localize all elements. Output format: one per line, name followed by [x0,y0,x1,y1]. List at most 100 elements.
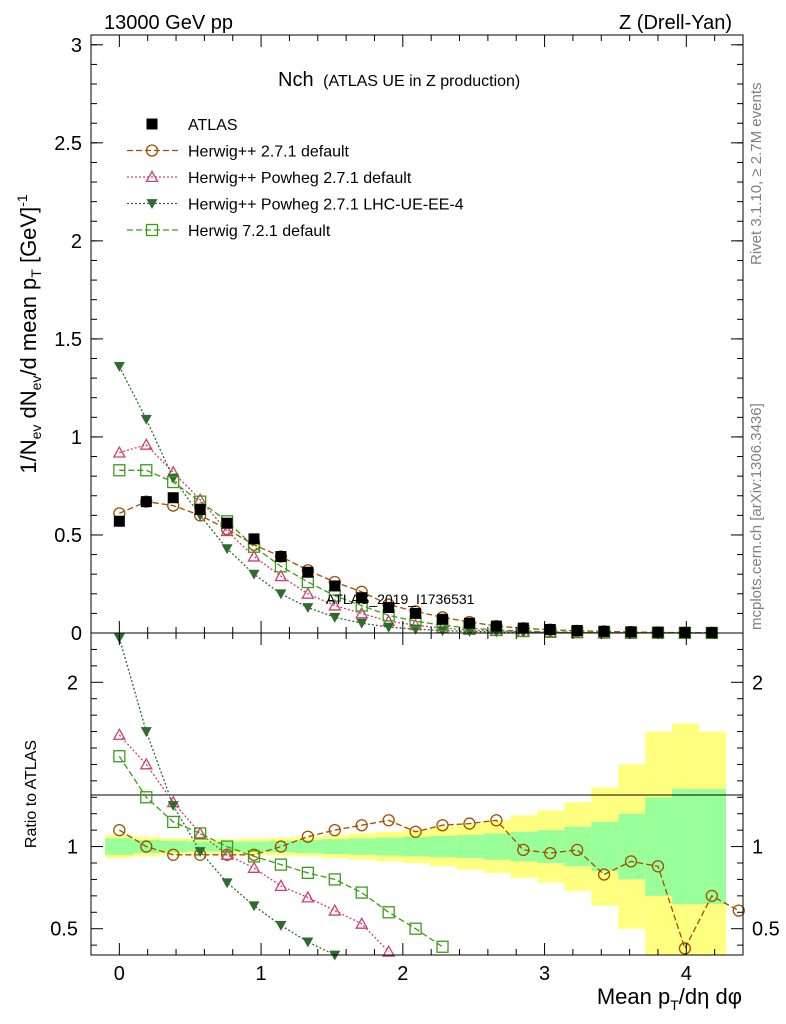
data-point [625,626,637,638]
rivet-label: Rivet 3.1.10, ≥ 2.7M events [748,83,765,266]
series-3 [113,750,449,953]
plot-title-main: Nch [278,69,314,91]
data-point [463,627,475,637]
series-4 [113,492,718,639]
legend: ATLAS Herwig++ 2.7.1 default Herwig++ Powh… [127,117,464,240]
legend-label: Herwig 7.2.1 default [188,223,331,240]
data-point [302,566,314,578]
data-point [248,533,260,545]
band-inner [429,835,457,858]
data-point [544,623,556,635]
header-left: 13000 GeV pp [104,12,233,34]
data-point [302,937,314,948]
legend-entry: Herwig 7.2.1 default [127,223,331,240]
series-line [118,637,336,956]
data-point [301,586,315,599]
band-inner [322,839,349,854]
data-point [355,819,368,832]
data-point [651,860,665,873]
data-point [247,861,261,873]
data-point [356,592,368,604]
band-inner [268,840,296,853]
series-1 [112,437,719,639]
y-tick-label: 2 [752,672,763,694]
band-inner [105,838,134,855]
data-point [139,757,153,770]
band-inner [187,841,215,852]
x-tick-label: 2 [397,963,408,985]
x-tick-label: 1 [256,963,267,985]
legend-marker [145,223,159,237]
data-point [328,598,342,611]
main-panel: 0 0.5 1 1.5 2 2.5 3 Nch (ATLAS UE in Z product… [14,34,744,645]
data-point [248,569,260,580]
legend-entry: Herwig++ 2.7.1 default [127,144,350,161]
data-point [301,866,315,880]
data-point [436,940,449,953]
main-y-ticks: 0 0.5 1 1.5 2 2.5 3 [54,35,743,645]
data-point [139,437,153,450]
data-point [383,622,395,633]
series-2 [113,633,341,961]
data-point [705,889,718,903]
data-point [301,890,315,903]
data-point [409,825,422,838]
data-point [382,814,395,827]
y-tick-label: 2 [67,672,78,694]
band-inner [402,836,430,857]
data-point [490,814,503,827]
ratio-ylabel: Ratio to ATLAS [23,740,40,848]
band-inner [699,789,726,905]
legend-entry: Herwig++ Powheg 2.7.1 default [127,170,412,187]
data-point [732,904,745,917]
legend-label: Herwig++ Powheg 2.7.1 LHC-UE-EE-4 [188,197,464,214]
data-point [463,817,476,830]
data-point [113,515,125,527]
mcplots-label: mcplots.cern.ch [arXiv:1306.3436] [748,403,765,630]
data-point [328,823,341,837]
legend-entry: Herwig++ Powheg 2.7.1 LHC-UE-EE-4 [127,197,464,214]
data-point [410,607,422,619]
data-point [274,858,288,871]
data-point [140,840,153,853]
band-inner [645,797,673,896]
data-point [356,618,368,629]
y-tick-label: 0 [71,623,82,645]
data-point [274,569,288,582]
data-point [328,873,341,886]
data-point [275,551,287,563]
band-inner [591,821,619,872]
data-point [247,850,261,863]
x-tick-label: 0 [114,963,125,985]
band-inner [618,813,646,880]
data-point [193,827,207,840]
data-point [624,855,638,868]
y-tick-label: 1 [71,427,82,449]
band-inner [295,840,323,854]
data-point [436,819,449,832]
data-point [167,848,180,861]
y-tick-label: 1 [67,837,78,859]
ratio-series-layer [112,633,745,961]
band-inner [348,838,376,855]
data-point [113,361,125,372]
data-point [301,575,315,589]
band-inner [537,830,565,863]
data-point [571,843,584,857]
data-point [140,496,152,508]
data-point [221,544,233,555]
data-point [598,625,610,637]
data-point [328,903,342,916]
band-inner [672,789,700,905]
ratio-panel: 0.5 0.5 1 1 2 2 Ratio to ATLAS [23,632,780,961]
band-inner [483,833,511,860]
y-tick-label: 0.5 [54,525,82,547]
header-right: Z (Drell-Yan) [619,12,732,34]
plot-title: Nch (ATLAS UE in Z production) [278,69,520,91]
data-point [140,791,153,804]
band-inner [160,840,188,853]
data-point [113,750,126,763]
data-point [679,626,691,638]
legend-label: Herwig++ Powheg 2.7.1 default [188,170,412,187]
